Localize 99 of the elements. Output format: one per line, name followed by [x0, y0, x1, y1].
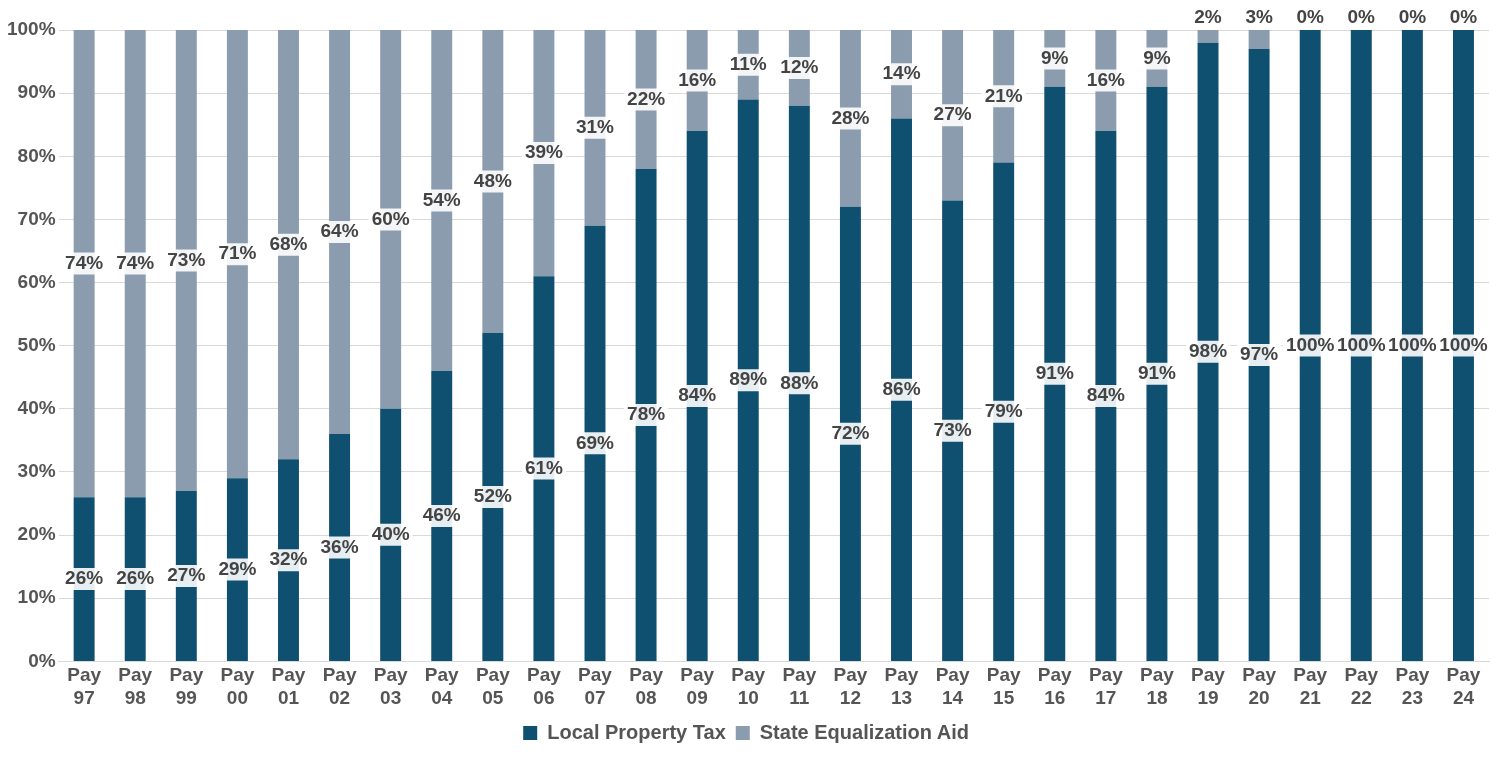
data-label: 79% [984, 399, 1023, 421]
x-tick-label: Pay 23 [1395, 664, 1430, 708]
x-tick-label: Pay 12 [833, 664, 868, 708]
x-tick-label: Pay 22 [1344, 664, 1379, 708]
data-label: 26% [65, 567, 104, 589]
x-tick-label: Pay 19 [1191, 664, 1226, 708]
data-label: 16% [678, 68, 717, 90]
y-tick-label: 90% [17, 81, 56, 103]
data-label: 60% [371, 207, 410, 229]
data-label: 97% [1240, 343, 1279, 365]
data-label: 48% [473, 169, 512, 191]
data-label: 54% [422, 188, 461, 210]
x-tick-label: Pay 04 [424, 664, 460, 708]
x-tick-label: Pay 16 [1037, 664, 1073, 708]
x-tick-label: Pay 20 [1242, 664, 1277, 708]
x-tick-label: Pay 07 [578, 664, 613, 708]
data-label: 86% [882, 377, 921, 399]
data-label: 84% [678, 384, 717, 406]
x-tick-label: Pay 97 [67, 664, 102, 708]
x-tick-label: Pay 01 [271, 664, 306, 708]
data-label: 0% [1347, 6, 1376, 28]
data-label: 32% [269, 548, 308, 570]
data-label: 27% [167, 564, 206, 586]
y-tick-label: 100% [6, 18, 56, 40]
data-label: 61% [524, 456, 564, 478]
y-tick-label: 70% [17, 207, 56, 229]
data-label: 91% [1035, 362, 1074, 384]
x-tick-label: Pay 00 [220, 664, 255, 708]
data-label: 14% [882, 62, 921, 84]
data-label: 0% [1296, 6, 1325, 28]
data-label: 100% [1336, 333, 1386, 355]
data-label: 26% [116, 567, 155, 589]
x-tick-label: Pay 06 [527, 664, 562, 708]
x-tick-label: Pay 17 [1088, 664, 1124, 708]
data-label: 98% [1189, 340, 1228, 361]
data-label: 78% [627, 403, 666, 425]
x-tick-label: Pay 98 [118, 664, 153, 708]
data-label: 89% [729, 368, 768, 390]
data-label: 46% [422, 504, 461, 526]
data-label: 73% [167, 248, 206, 270]
x-tick-label: Pay 15 [986, 664, 1022, 708]
data-label: 9% [1143, 46, 1171, 68]
data-label: 100% [1388, 333, 1437, 355]
x-tick-label: Pay 11 [782, 664, 817, 708]
y-tick-label: 40% [17, 397, 56, 419]
data-label: 16% [1086, 68, 1125, 90]
data-label: 73% [933, 418, 972, 440]
data-label: 84% [1086, 384, 1125, 406]
x-tick-label: Pay 24 [1446, 664, 1481, 708]
data-label: 72% [831, 422, 870, 444]
data-label: 22% [627, 87, 666, 109]
data-label: 2% [1194, 6, 1222, 28]
x-tick-label: Pay 99 [169, 664, 204, 708]
bar [1197, 30, 1219, 43]
bar [1248, 30, 1270, 49]
y-tick-label: 60% [17, 270, 56, 292]
data-label: 100% [1285, 333, 1335, 355]
data-label: 52% [473, 485, 512, 507]
data-label: 27% [933, 103, 972, 125]
legend-label: State Equalization Aid [759, 720, 970, 743]
y-tick-label: 50% [17, 333, 56, 355]
x-tick-label: Pay 14 [935, 664, 970, 708]
data-label: 28% [831, 106, 870, 128]
y-tick-label: 20% [17, 523, 56, 545]
x-tick-label: Pay 18 [1140, 664, 1175, 708]
x-tick-label: Pay 09 [680, 664, 715, 708]
legend-label: Local Property Tax [547, 720, 726, 743]
y-tick-label: 30% [17, 460, 56, 482]
data-label: 88% [780, 371, 819, 393]
x-tick-label: Pay 21 [1293, 664, 1328, 708]
data-label: 0% [1449, 6, 1478, 28]
data-label: 36% [320, 535, 359, 557]
data-label: 39% [524, 141, 564, 163]
y-tick-label: 10% [17, 586, 56, 608]
data-label: 29% [218, 557, 257, 579]
data-label: 74% [65, 251, 104, 273]
x-tick-label: Pay 02 [322, 664, 357, 708]
data-label: 69% [575, 431, 615, 453]
x-tick-label: Pay 10 [731, 664, 766, 708]
y-tick-label: 80% [17, 144, 56, 166]
data-label: 12% [780, 56, 819, 78]
x-tick-label: Pay 05 [475, 664, 511, 708]
data-label: 9% [1041, 46, 1069, 68]
data-label: 0% [1398, 6, 1427, 28]
x-tick-label: Pay 13 [884, 664, 919, 708]
y-tick-label: 0% [28, 649, 56, 671]
data-label: 68% [269, 232, 308, 254]
data-label: 40% [371, 523, 410, 545]
data-label: 31% [575, 116, 615, 138]
data-label: 91% [1137, 362, 1177, 384]
data-label: 64% [320, 220, 359, 242]
data-label: 71% [218, 242, 257, 264]
data-label: 74% [116, 251, 155, 273]
data-label: 3% [1245, 6, 1273, 28]
x-tick-label: Pay 08 [629, 664, 664, 708]
data-label: 100% [1439, 333, 1488, 355]
data-label: 21% [984, 84, 1023, 106]
x-tick-label: Pay 03 [373, 664, 408, 708]
data-label: 11% [729, 52, 767, 74]
